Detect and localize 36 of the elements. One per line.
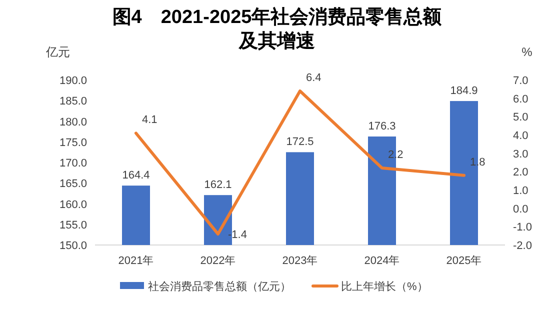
chart-title: 图4 2021-2025年社会消费品零售总额及其增速 <box>111 6 443 54</box>
data-label: 164.4 <box>122 170 150 182</box>
y-tick-label: 150.0 <box>59 240 87 252</box>
y2-tick-label: 5.0 <box>513 112 528 124</box>
y2-tick-label: -1.0 <box>513 222 532 234</box>
data-label: 172.5 <box>286 136 314 148</box>
y-axis-title: 亿元 <box>45 45 70 59</box>
y2-axis-title: % <box>522 45 533 59</box>
y-tick-label: 185.0 <box>59 96 87 108</box>
x-tick-label: 2021年 <box>118 255 154 267</box>
y-tick-label: 175.0 <box>59 136 87 149</box>
data-label: 184.9 <box>450 85 478 98</box>
y-tick-label: 190.0 <box>59 75 87 87</box>
y-tick-label: 165.0 <box>59 178 87 190</box>
legend-label: 比上年增长（%） <box>341 280 428 293</box>
y2-tick-label: 7.0 <box>513 75 528 87</box>
y-tick-label: 160.0 <box>59 198 87 211</box>
data-label: 6.4 <box>306 72 322 84</box>
x-tick-label: 2025年 <box>446 255 482 267</box>
x-tick-label: 2023年 <box>282 255 318 267</box>
data-label: 162.1 <box>204 179 232 192</box>
data-label: 4.1 <box>142 114 158 126</box>
legend-label: 社会消费品零售总额（亿元） <box>148 280 291 293</box>
data-label: 176.3 <box>368 120 396 133</box>
y-tick-label: 180.0 <box>59 116 87 128</box>
y-tick-label: 155.0 <box>59 219 87 232</box>
y2-tick-label: 3.0 <box>513 148 528 160</box>
y-tick-label: 170.0 <box>59 158 87 170</box>
y2-tick-label: 1.0 <box>513 185 528 197</box>
y2-tick-label: 0.0 <box>513 203 528 216</box>
y2-tick-label: -2.0 <box>513 240 532 252</box>
y2-tick-label: 6.0 <box>513 93 528 106</box>
x-tick-label: 2022年 <box>200 255 236 267</box>
x-tick-label: 2024年 <box>364 255 400 267</box>
y2-tick-label: 4.0 <box>513 130 528 142</box>
y2-tick-label: 2.0 <box>513 166 528 179</box>
